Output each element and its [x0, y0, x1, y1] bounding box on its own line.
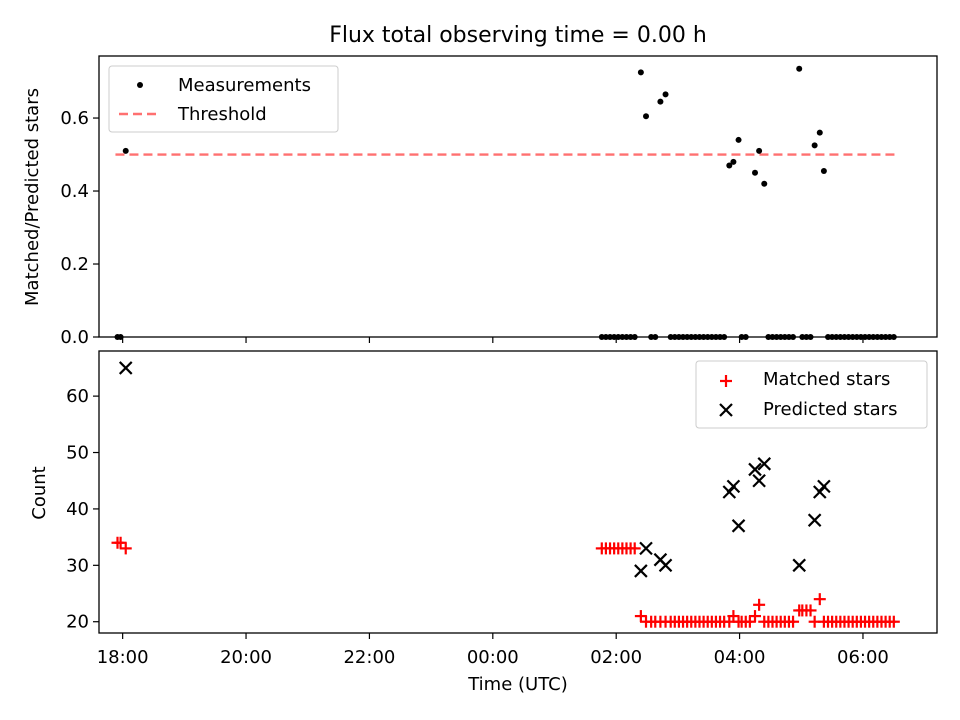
- data-point: [752, 473, 766, 488]
- data-point: [753, 598, 766, 611]
- ratio-panel: 0.0 0.2 0.4 0.6 Matched/Predicted stars Mea…: [22, 55, 938, 348]
- data-point: [752, 169, 759, 176]
- x-tick-label: 06:00: [837, 647, 889, 668]
- count-panel-ylabel: Count: [29, 466, 50, 519]
- series-predicted-stars: [118, 361, 831, 578]
- data-point: [727, 610, 740, 623]
- data-point: [639, 541, 653, 556]
- y-tick-label: 0.4: [60, 181, 89, 202]
- y-tick-label: 30: [66, 555, 89, 576]
- x-tick-label: 22:00: [343, 647, 395, 668]
- y-tick-label: 60: [66, 386, 89, 407]
- y-tick-label: 0.0: [60, 327, 89, 348]
- data-point: [726, 162, 733, 169]
- ratio-panel-legend: Measurements Threshold: [108, 65, 339, 133]
- chart-title: Flux total observing time = 0.00 h: [329, 23, 707, 48]
- data-point: [817, 479, 831, 494]
- legend-measurements-marker: [137, 82, 143, 88]
- data-point: [811, 142, 818, 149]
- data-point: [820, 167, 827, 174]
- legend-predicted-label: Predicted stars: [763, 399, 897, 420]
- y-tick-label: 0.2: [60, 254, 89, 275]
- y-tick-label: 40: [66, 499, 89, 520]
- data-point: [748, 462, 762, 477]
- x-axis-label: Time (UTC): [467, 674, 568, 695]
- data-point: [761, 180, 768, 187]
- data-point: [756, 147, 763, 154]
- data-point: [757, 457, 772, 471]
- legend-threshold-label: Threshold: [177, 104, 267, 125]
- data-point: [726, 479, 741, 494]
- x-tick-label: 18:00: [97, 647, 149, 668]
- data-point: [813, 593, 826, 606]
- series-matched-stars: [111, 536, 900, 628]
- legend-box: [695, 360, 928, 429]
- data-point: [807, 513, 822, 527]
- x-tick-label: 20:00: [220, 647, 272, 668]
- data-point: [731, 519, 746, 533]
- data-point: [637, 69, 644, 76]
- count-panel-legend: Matched stars Predicted stars: [695, 360, 928, 429]
- data-point: [796, 65, 803, 72]
- data-point: [804, 604, 817, 617]
- data-point: [657, 98, 664, 105]
- data-point: [634, 610, 647, 623]
- data-point: [730, 158, 737, 165]
- data-point: [643, 113, 650, 120]
- data-point: [122, 147, 129, 154]
- data-point: [743, 615, 756, 628]
- y-tick-label: 20: [66, 612, 89, 633]
- ratio-panel-frame: [98, 55, 938, 338]
- data-point: [119, 542, 132, 555]
- legend-measurements-label: Measurements: [178, 75, 311, 96]
- data-point: [887, 615, 900, 628]
- ratio-panel-ylabel: Matched/Predicted stars: [22, 88, 43, 306]
- data-point: [787, 615, 800, 628]
- count-panel: 20 30 40 50 60 18:00 20:00 22:00 00:00 02:00 04:00…: [29, 350, 938, 695]
- data-point: [662, 91, 669, 98]
- count-series: [111, 361, 900, 628]
- data-point: [749, 610, 762, 623]
- data-point: [634, 564, 648, 578]
- legend-matched-marker: [720, 375, 732, 387]
- data-point: [628, 542, 641, 555]
- x-tick-label: 04:00: [714, 647, 766, 668]
- x-tick-label: 00:00: [467, 647, 519, 668]
- data-point: [816, 129, 823, 136]
- count-panel-frame: [98, 350, 938, 634]
- legend-predicted-marker: [719, 403, 733, 417]
- data-point: [118, 361, 133, 375]
- data-point: [114, 536, 127, 549]
- legend-matched-label: Matched stars: [763, 369, 890, 390]
- data-point: [792, 558, 806, 573]
- data-point: [735, 136, 742, 143]
- legend-box: [108, 65, 339, 133]
- count-panel-ticks: 20 30 40 50 60 18:00 20:00 22:00 00:00 02:00 04:00…: [66, 386, 889, 668]
- x-tick-label: 02:00: [590, 647, 642, 668]
- data-point: [658, 558, 673, 573]
- y-tick-label: 0.6: [60, 108, 89, 129]
- y-tick-label: 50: [66, 443, 89, 464]
- ratio-panel-ticks: 0.0 0.2 0.4 0.6: [60, 108, 864, 348]
